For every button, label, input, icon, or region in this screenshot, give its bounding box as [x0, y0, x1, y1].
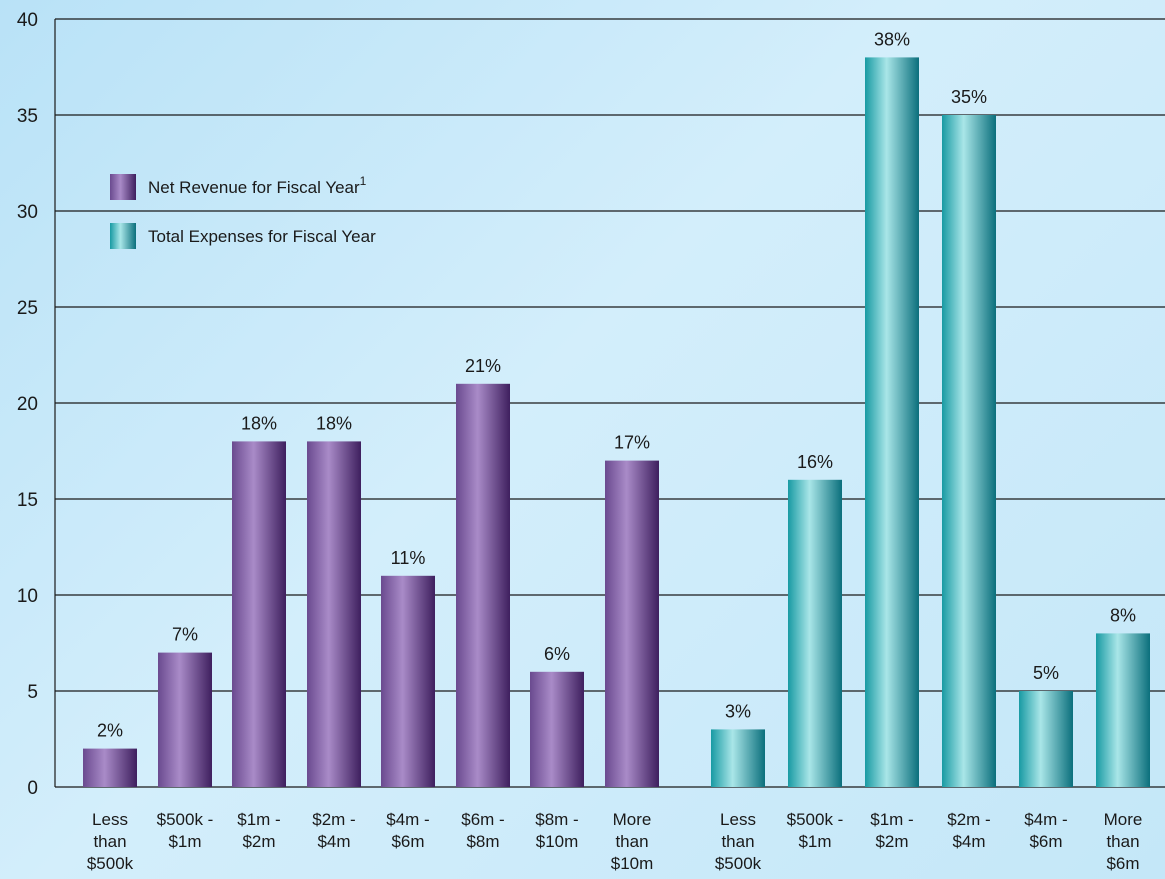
category-label: $8m - $10m [535, 810, 578, 851]
y-tick-label: 5 [27, 682, 38, 703]
data-label: 11% [391, 548, 426, 568]
y-tick-label: 0 [27, 778, 38, 799]
category-label: Less than $500k [87, 810, 134, 873]
category-label-line: Less [720, 810, 756, 829]
net-revenue-bar [307, 441, 361, 787]
data-label: 2% [97, 721, 123, 741]
category-label-line: $500k [87, 854, 134, 873]
category-label-line: than [93, 832, 126, 851]
category-label-line: $500k - [157, 810, 214, 829]
category-label: $4m - $6m [386, 810, 429, 851]
net-revenue-bar [381, 575, 435, 787]
net-revenue-bar [456, 383, 510, 787]
category-label-line: $4m - [386, 810, 429, 829]
category-label: $2m - $4m [947, 810, 990, 851]
total-expenses-bar [788, 479, 842, 787]
category-label-line: $6m [1029, 832, 1062, 851]
category-label-line: $8m [466, 832, 499, 851]
category-label: $1m - $2m [237, 810, 280, 851]
category-label: $1m - $2m [870, 810, 913, 851]
category-label: $500k - $1m [787, 810, 844, 851]
category-label: More than $6m [1104, 810, 1143, 873]
data-label: 3% [725, 701, 751, 721]
y-axis-ticks: 0 5 10 15 20 25 30 35 40 [17, 10, 38, 799]
category-label: $500k - $1m [157, 810, 214, 851]
category-label: Less than $500k [715, 810, 762, 873]
category-label-line: $4m - [1024, 810, 1067, 829]
net-revenue-bar [232, 441, 286, 787]
category-label-line: $6m - [461, 810, 504, 829]
y-tick-label: 25 [17, 298, 38, 319]
net-revenue-bar [605, 460, 659, 787]
total-expenses-bar [1096, 633, 1150, 787]
value-labels: 2% 7% 18% 18% 11% 21% 6% 17% 3% 16% 38% 35% 5% 8% [97, 29, 1136, 740]
category-label-line: $1m - [870, 810, 913, 829]
category-label-line: Less [92, 810, 128, 829]
legend: Net Revenue for Fiscal Year1 Total Expens… [110, 174, 376, 249]
total-expenses-bar [711, 729, 765, 787]
category-label-line: $1m [798, 832, 831, 851]
category-label-line: $500k [715, 854, 762, 873]
category-label-line: $6m [391, 832, 424, 851]
category-label-line: $2m [875, 832, 908, 851]
y-tick-label: 20 [17, 394, 38, 415]
category-label-line: than [721, 832, 754, 851]
data-label: 5% [1033, 663, 1059, 683]
legend-label: Net Revenue for Fiscal Year1 [148, 174, 367, 197]
data-label: 18% [241, 413, 277, 433]
category-label-line: $6m [1106, 854, 1139, 873]
legend-footnote-marker: 1 [360, 174, 367, 188]
net-revenue-bar [83, 748, 137, 787]
category-label-line: $2m [242, 832, 275, 851]
category-label: More than $10m [611, 810, 654, 873]
data-label: 35% [951, 87, 987, 107]
category-label: $2m - $4m [312, 810, 355, 851]
category-label-line: $1m - [237, 810, 280, 829]
legend-label: Total Expenses for Fiscal Year [148, 227, 376, 246]
data-label: 21% [465, 356, 501, 376]
category-label-line: than [1106, 832, 1139, 851]
category-label-line: $4m [317, 832, 350, 851]
data-label: 17% [614, 433, 650, 453]
data-label: 38% [874, 29, 910, 49]
category-label-line: $2m - [312, 810, 355, 829]
category-label-line: $10m [536, 832, 579, 851]
y-tick-label: 35 [17, 106, 38, 127]
category-label: $4m - $6m [1024, 810, 1067, 851]
total-expenses-bar [865, 57, 919, 787]
category-label: $6m - $8m [461, 810, 504, 851]
category-labels: Less than $500k$500k -$1m$1m -$2m$2m -$4m$… [87, 810, 1143, 873]
category-label-line: $2m - [947, 810, 990, 829]
data-label: 6% [544, 644, 570, 664]
legend-swatch [110, 223, 136, 249]
category-label-line: $10m [611, 854, 654, 873]
category-label-line: $4m [952, 832, 985, 851]
y-tick-label: 30 [17, 202, 38, 223]
data-label: 16% [797, 452, 833, 472]
data-label: 8% [1110, 605, 1136, 625]
total-expenses-bar [942, 115, 996, 787]
legend-label-text: Net Revenue for Fiscal Year [148, 178, 360, 197]
category-label-line: More [1104, 810, 1143, 829]
legend-swatch [110, 174, 136, 200]
net-revenue-bar [530, 671, 584, 787]
category-label-line: $8m - [535, 810, 578, 829]
y-tick-label: 40 [17, 10, 38, 31]
data-label: 7% [172, 625, 198, 645]
data-label: 18% [316, 413, 352, 433]
legend-label-text: Total Expenses for Fiscal Year [148, 227, 376, 246]
category-label-line: $1m [168, 832, 201, 851]
y-tick-label: 10 [17, 586, 38, 607]
total-expenses-bar [1019, 691, 1073, 787]
category-label-line: $500k - [787, 810, 844, 829]
category-label-line: than [615, 832, 648, 851]
net-revenue-bar [158, 652, 212, 787]
category-label-line: More [613, 810, 652, 829]
bars [83, 57, 1150, 787]
y-tick-label: 15 [17, 490, 38, 511]
